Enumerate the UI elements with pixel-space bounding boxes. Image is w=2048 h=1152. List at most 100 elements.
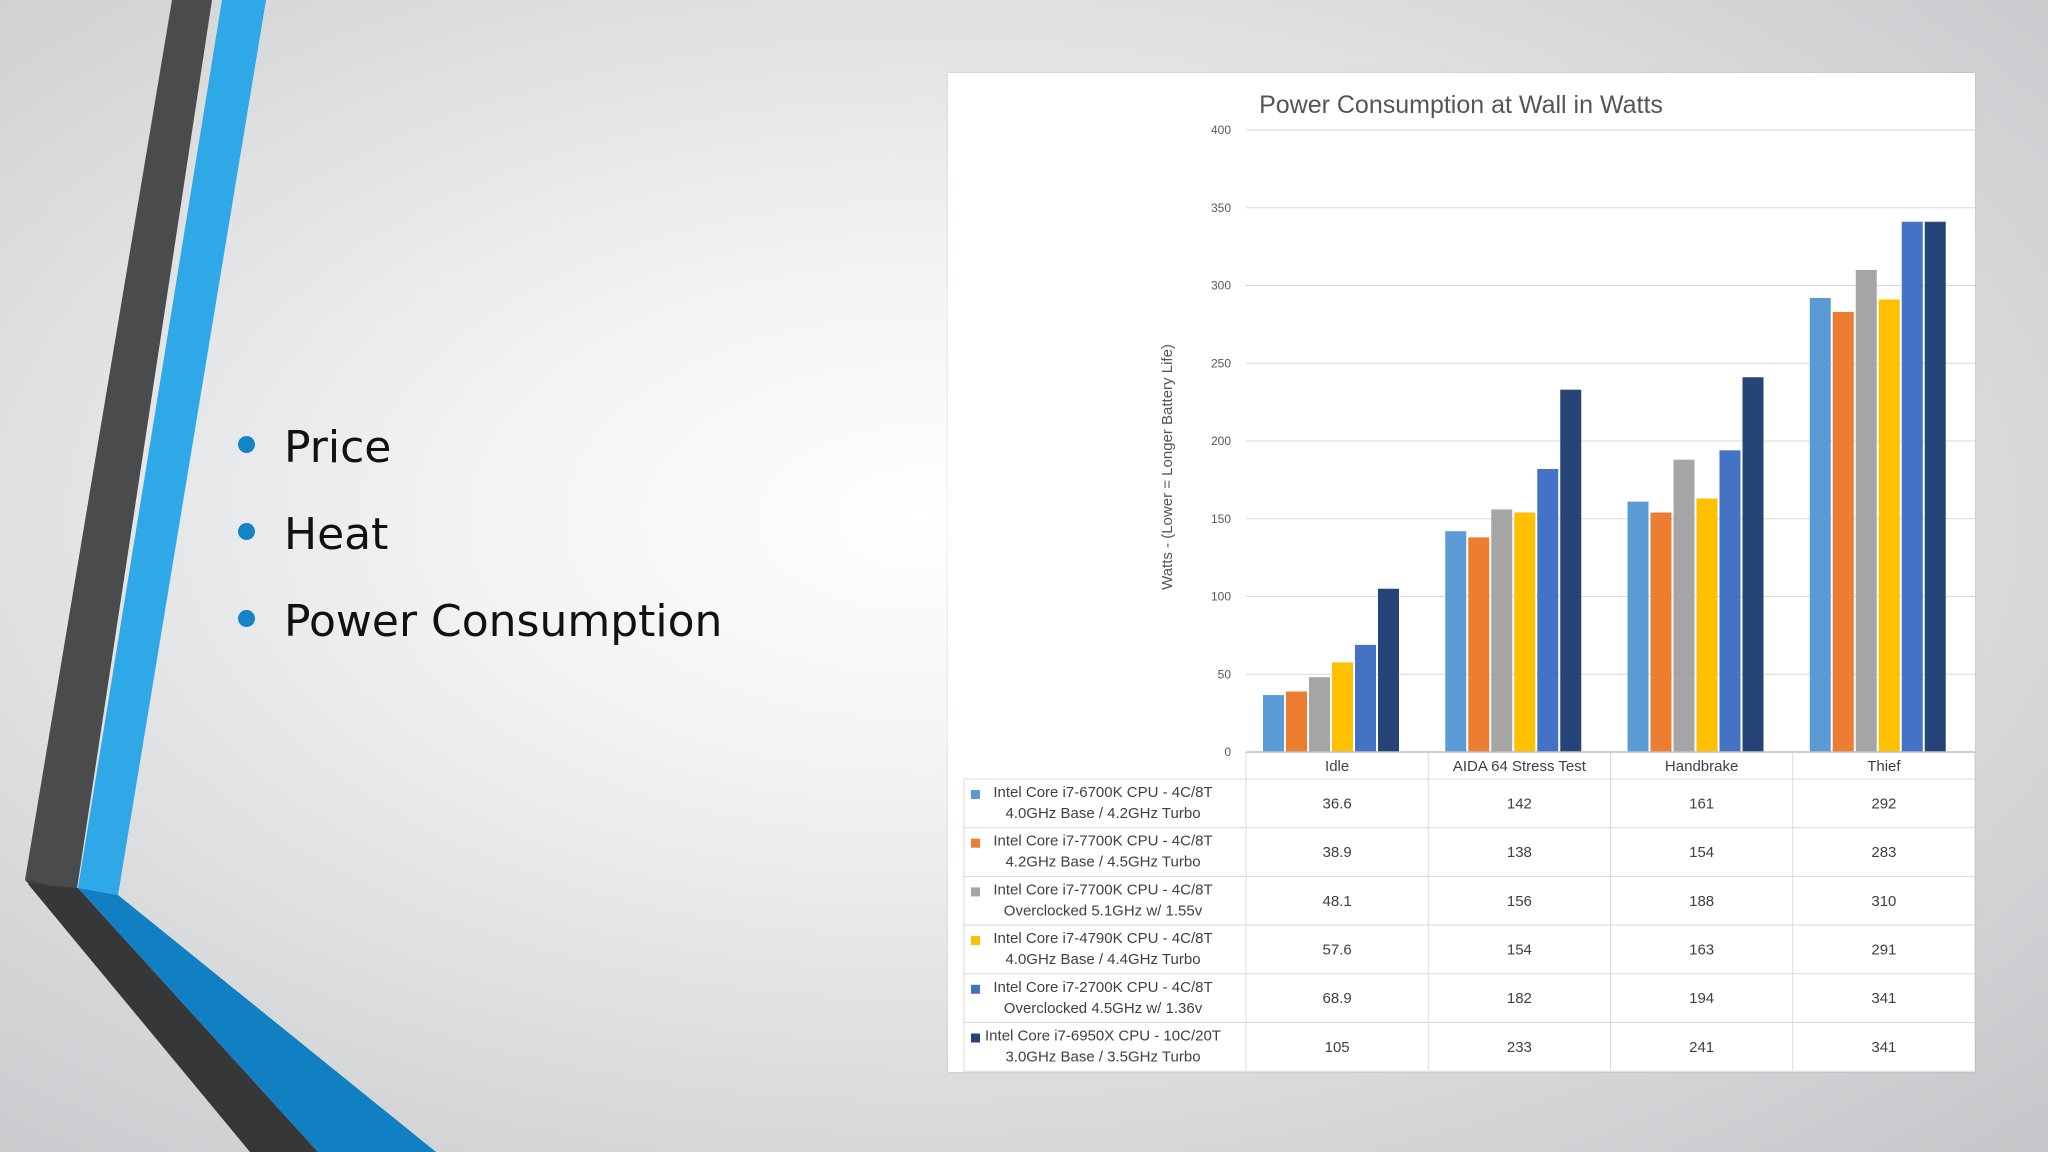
legend-label: 4.2GHz Base / 4.5GHz Turbo — [1005, 854, 1200, 871]
bullet-item: Power Consumption — [238, 578, 722, 665]
x-tick-label: Idle — [1325, 758, 1349, 775]
bullet-list: Price Heat Power Consumption — [238, 404, 722, 665]
y-tick-label: 400 — [1211, 123, 1231, 137]
bullet-text: Heat — [284, 509, 389, 560]
legend-key — [971, 984, 980, 994]
data-label: 142 — [1507, 795, 1532, 812]
legend-label: Intel Core i7-6700K CPU - 4C/8T — [993, 784, 1212, 801]
bar — [1673, 459, 1695, 752]
legend-label: 4.0GHz Base / 4.4GHz Turbo — [1005, 951, 1200, 968]
bar — [1355, 644, 1376, 752]
legend-label: Intel Core i7-4790K CPU - 4C/8T — [993, 930, 1212, 947]
data-label: 154 — [1689, 844, 1714, 861]
bar — [1491, 509, 1513, 752]
bar — [1809, 297, 1831, 752]
legend-key — [971, 1033, 980, 1043]
x-tick-label: AIDA 64 Stress Test — [1453, 758, 1587, 775]
bar — [1924, 221, 1946, 752]
bar — [1468, 537, 1490, 752]
data-label: 341 — [1871, 1039, 1896, 1056]
bullet-dot — [238, 610, 255, 627]
bar — [1309, 677, 1330, 752]
y-tick-label: 300 — [1211, 279, 1231, 293]
data-label: 138 — [1507, 844, 1532, 861]
data-label: 283 — [1871, 844, 1896, 861]
chart-title: Power Consumption at Wall in Watts — [1259, 91, 1663, 119]
data-label: 194 — [1689, 990, 1714, 1007]
bar — [1286, 691, 1307, 752]
data-label: 68.9 — [1323, 990, 1352, 1007]
legend-key — [971, 790, 980, 799]
bar-chart: Power Consumption at Wall in Watts Watts… — [963, 91, 1975, 1072]
y-tick-labels: 0 50 100 150 200 250 300 350 400 — [1211, 123, 1231, 759]
y-tick-label: 150 — [1211, 512, 1231, 526]
bar — [1855, 269, 1877, 752]
legend-label: 3.0GHz Base / 3.5GHz Turbo — [1005, 1049, 1200, 1066]
blue-stripe — [78, 0, 266, 895]
data-label: 38.9 — [1323, 844, 1352, 861]
bottom-blue-wedge — [78, 888, 436, 1152]
bullet-item: Price — [238, 404, 722, 491]
data-label: 292 — [1871, 795, 1896, 812]
dark-stripe — [25, 0, 212, 895]
data-label: 341 — [1871, 990, 1896, 1007]
data-label: 188 — [1689, 893, 1714, 910]
data-label: 241 — [1689, 1039, 1714, 1056]
bar — [1719, 450, 1741, 752]
bar — [1332, 662, 1353, 752]
bar — [1514, 512, 1536, 752]
x-tick-label: Thief — [1867, 758, 1901, 775]
legend-label: 4.0GHz Base / 4.2GHz Turbo — [1005, 805, 1200, 822]
bar — [1742, 377, 1764, 752]
bars — [1263, 221, 1946, 752]
legend-label: Intel Core i7-2700K CPU - 4C/8T — [993, 979, 1212, 996]
bar — [1627, 501, 1649, 752]
legend-label: Overclocked 5.1GHz w/ 1.55v — [1004, 902, 1203, 919]
x-tick-label: Handbrake — [1665, 758, 1738, 775]
data-label: 310 — [1871, 893, 1896, 910]
data-label: 291 — [1871, 941, 1896, 958]
y-tick-label: 250 — [1211, 356, 1231, 370]
bar — [1696, 498, 1718, 752]
bar — [1650, 512, 1672, 752]
y-tick-label: 100 — [1211, 590, 1231, 604]
y-axis-label: Watts - (Lower = Longer Battery Life) — [1159, 344, 1176, 590]
y-tick-label: 0 — [1224, 745, 1231, 759]
bar — [1901, 221, 1923, 752]
data-label: 233 — [1507, 1039, 1532, 1056]
bar — [1832, 311, 1854, 752]
data-label: 105 — [1325, 1039, 1350, 1056]
legend-label: Intel Core i7-7700K CPU - 4C/8T — [993, 881, 1212, 898]
legend-key — [971, 887, 980, 897]
data-label: 57.6 — [1323, 941, 1352, 958]
bar — [1263, 695, 1284, 752]
data-label: 154 — [1507, 941, 1532, 958]
data-label: 48.1 — [1323, 893, 1352, 910]
legend-label: Intel Core i7-6950X CPU - 10C/20T — [985, 1028, 1221, 1045]
y-tick-label: 350 — [1211, 201, 1231, 215]
bar — [1560, 389, 1582, 752]
bar — [1445, 531, 1467, 752]
bullet-dot — [238, 523, 255, 540]
bullet-dot — [238, 436, 255, 453]
legend-label: Intel Core i7-7700K CPU - 4C/8T — [993, 833, 1212, 850]
bar — [1378, 588, 1399, 752]
bullet-text: Power Consumption — [284, 596, 723, 647]
chart-panel: Power Consumption at Wall in Watts Watts… — [948, 73, 1975, 1072]
y-tick-label: 200 — [1211, 434, 1231, 448]
data-label: 163 — [1689, 941, 1714, 958]
legend-label: Overclocked 4.5GHz w/ 1.36v — [1004, 1000, 1203, 1017]
data-label: 156 — [1507, 893, 1532, 910]
legend-key — [971, 838, 980, 848]
legend-key — [971, 936, 980, 946]
data-label: 182 — [1507, 990, 1532, 1007]
data-label: 36.6 — [1323, 795, 1352, 812]
data-label: 161 — [1689, 795, 1714, 812]
bar — [1878, 299, 1900, 752]
bottom-dark-wedge — [28, 884, 318, 1152]
bullet-text: Price — [284, 422, 392, 473]
bullet-item: Heat — [238, 491, 722, 578]
y-tick-label: 50 — [1218, 667, 1232, 681]
bar — [1537, 468, 1559, 752]
